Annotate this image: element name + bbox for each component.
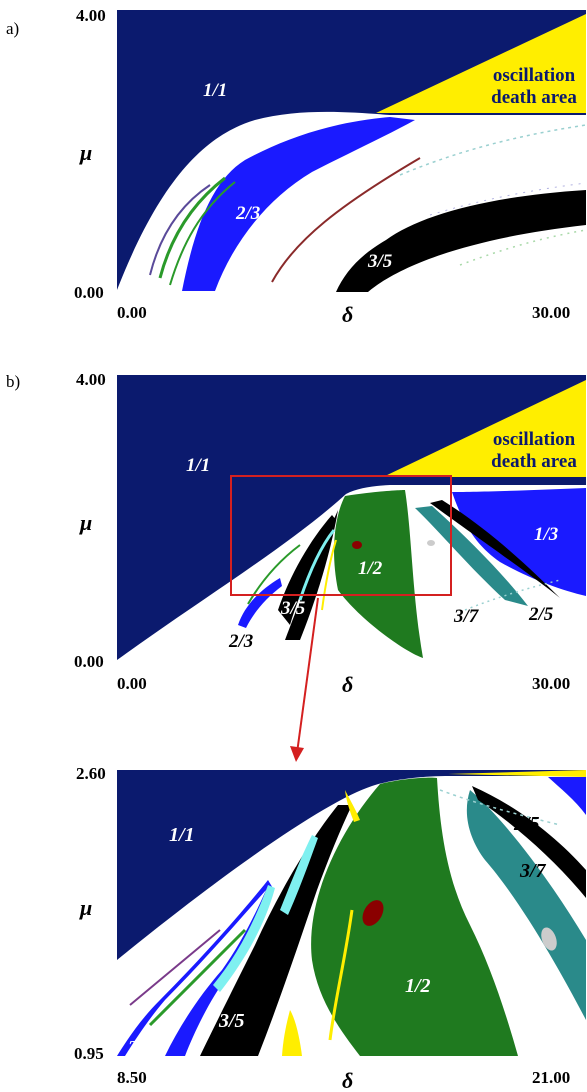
panel-c-label-2-5: 2/5 xyxy=(513,813,540,835)
panel-a-region-2-3 xyxy=(182,117,415,291)
panel-a-faint-streak-3 xyxy=(429,182,587,216)
panel-c-x-min: 8.50 xyxy=(117,1068,147,1087)
panel-c-label-2-3: 2/3 xyxy=(127,1037,151,1057)
panel-c-purple-streak xyxy=(129,929,221,1006)
panel-b-label-3-5: 3/5 xyxy=(280,598,306,619)
panel-b-cyan-streak xyxy=(298,529,336,601)
panel-a-purple-streak xyxy=(149,184,211,276)
panel-c-region-3-5 xyxy=(200,805,352,1056)
panel-a-label-2-3: 2/3 xyxy=(235,203,260,224)
panel-b-y-min: 0.00 xyxy=(74,652,104,671)
panel-c-region-3-7 xyxy=(466,790,586,1020)
panel-a-faint-streak-1 xyxy=(399,124,587,176)
panel-c-cyan-streak-1 xyxy=(213,885,275,992)
panel-b-region-2-5 xyxy=(430,500,560,598)
panel-c-y-label: μ xyxy=(79,895,92,920)
panel-c-yellow-streak xyxy=(328,909,354,1041)
panel-a-faint-streak-2 xyxy=(459,229,587,266)
panel-b-yellow-streak xyxy=(321,539,337,611)
panel-a-label-3-5: 3/5 xyxy=(367,251,393,272)
panel-b-label-2-3: 2/3 xyxy=(228,631,253,652)
panel-c-label-3-5: 3/5 xyxy=(218,1010,245,1032)
panel-b-label-1-1: 1/1 xyxy=(186,455,210,476)
panel-b-region-3-5-wide xyxy=(278,515,336,625)
zoom-arrow-line xyxy=(296,597,319,754)
panel-a-y-min: 0.00 xyxy=(74,283,104,302)
panel-c-x-max: 21.00 xyxy=(532,1068,570,1087)
zoom-arrow xyxy=(290,597,319,762)
panel-b-region-3-7 xyxy=(415,506,528,606)
panel-c-blue-corner xyxy=(548,777,586,815)
panel-b-region-2-3 xyxy=(238,578,282,628)
panel-a-green-streak-1 xyxy=(158,176,226,279)
panel-b-plot: 1/1 1/2 1/3 3/5 2/3 3/7 2/5 oscillation … xyxy=(117,375,586,663)
panel-b-x-label: δ xyxy=(342,672,353,697)
panel-b-label-2-5: 2/5 xyxy=(528,604,554,625)
panel-c-yellow-patch-1 xyxy=(282,1010,302,1056)
panel-c-label-1-1: 1/1 xyxy=(169,824,195,846)
panel-c-plot: 1/1 1/2 3/5 2/3 3/7 2/5 xyxy=(117,770,586,1057)
panel-a-letter: a) xyxy=(6,19,19,38)
panel-c-y-min: 0.95 xyxy=(74,1044,104,1063)
panel-a-death-label-line1: oscillation xyxy=(493,65,576,86)
panel-c-faint-streak xyxy=(439,789,561,826)
panel-b-zoom-box xyxy=(230,475,452,596)
panel-a-green-streak-2 xyxy=(169,181,236,286)
panel-b-death-area xyxy=(383,380,586,477)
panel-a-plot: 1/1 2/3 3/5 oscillation death area xyxy=(117,10,587,294)
panel-c-grey-island xyxy=(541,927,557,951)
panel-b-y-max: 4.00 xyxy=(76,370,106,389)
panel-c-x-label: δ xyxy=(342,1068,353,1092)
panel-b-label-1-2: 1/2 xyxy=(358,558,383,579)
panel-c-green-streak xyxy=(148,928,247,1027)
panel-a: a) 4.00 μ 0.00 1/1 2/3 3/5 oscillation d… xyxy=(6,6,587,327)
panel-b-death-label-line1: oscillation xyxy=(493,429,576,450)
panel-c-dark-red-island xyxy=(362,900,384,926)
panel-b-letter: b) xyxy=(6,372,20,391)
panel-c-cyan-streak-2 xyxy=(280,835,318,915)
panel-a-y-max: 4.00 xyxy=(76,6,106,25)
panel-b-region-1-2 xyxy=(334,490,423,658)
panel-c-label-1-2: 1/2 xyxy=(405,975,431,997)
panel-b-region-1-3 xyxy=(452,488,586,596)
panel-a-death-label-line2: death area xyxy=(491,87,577,108)
panel-c: 2.60 μ 0.95 1/1 1/2 3/5 xyxy=(74,764,586,1092)
panel-b-label-3-7: 3/7 xyxy=(453,606,480,627)
panel-a-x-min: 0.00 xyxy=(117,303,147,322)
panel-a-x-label: δ xyxy=(342,302,353,327)
panel-c-yellow-patch-2 xyxy=(345,790,360,822)
panel-b-label-1-3: 1/3 xyxy=(534,524,558,545)
panel-c-region-1-1 xyxy=(117,770,586,960)
panel-a-death-area xyxy=(376,14,586,113)
panel-c-y-max: 2.60 xyxy=(76,764,106,783)
panel-c-death-area xyxy=(448,770,586,777)
panel-c-label-3-7: 3/7 xyxy=(519,860,547,882)
panel-a-y-label: μ xyxy=(79,140,92,165)
panel-b-x-max: 30.00 xyxy=(532,674,570,693)
panel-a-label-1-1: 1/1 xyxy=(203,80,227,101)
panel-c-region-2-5 xyxy=(472,786,586,898)
panel-b-y-label: μ xyxy=(79,510,92,535)
panel-b-death-label-line2: death area xyxy=(491,451,577,472)
panel-a-x-max: 30.00 xyxy=(532,303,570,322)
panel-b: b) 4.00 μ 0.00 1/1 1/2 1/3 3/5 2/3 xyxy=(6,370,586,697)
panel-b-green-streak xyxy=(247,544,301,605)
panel-c-region-1-2 xyxy=(311,777,518,1056)
panel-a-region-3-5 xyxy=(336,190,586,292)
panel-b-x-min: 0.00 xyxy=(117,674,147,693)
panel-a-dark-line xyxy=(271,157,421,283)
panel-b-dark-red-island xyxy=(352,541,362,549)
zoom-arrow-head xyxy=(290,746,304,762)
panel-b-grey-island xyxy=(427,540,435,546)
